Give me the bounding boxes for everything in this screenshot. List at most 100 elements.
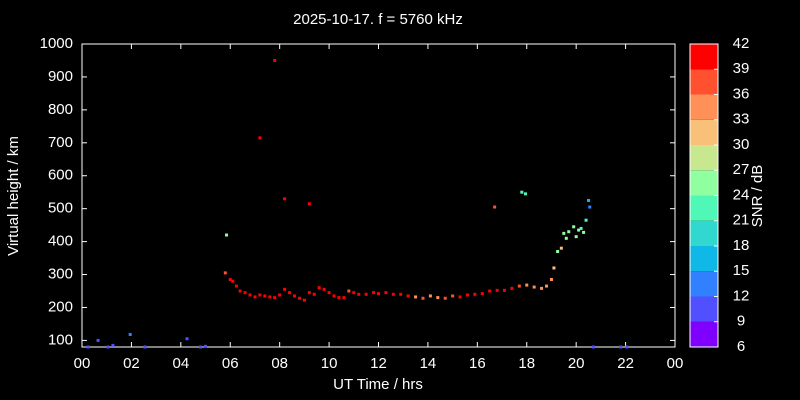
point: [347, 289, 351, 293]
y-tick-label: 900: [48, 68, 73, 85]
point: [587, 198, 591, 202]
point: [414, 295, 418, 299]
point: [372, 291, 376, 295]
point: [532, 285, 536, 289]
point: [399, 292, 403, 296]
y-tick-label: 800: [48, 101, 73, 118]
x-axis-label: UT Time / hrs: [333, 376, 423, 393]
point: [510, 286, 514, 290]
point: [451, 294, 455, 298]
point: [465, 293, 469, 297]
point: [278, 293, 282, 297]
point: [584, 218, 588, 222]
point: [552, 266, 556, 270]
x-tick-label: 00: [74, 355, 91, 372]
x-tick-label: 16: [469, 355, 486, 372]
point: [473, 292, 477, 296]
colorbar-tick-label: 39: [733, 60, 750, 77]
point: [625, 345, 629, 349]
colorbar-tick-label: 21: [733, 212, 750, 229]
colorbar-label: SNR / dB: [749, 165, 766, 228]
y-tick-label: 400: [48, 233, 73, 250]
x-tick-label: 10: [321, 355, 338, 372]
point: [443, 296, 447, 300]
point: [337, 296, 341, 300]
colorbar-swatch: [690, 220, 718, 246]
point: [619, 345, 623, 349]
point: [143, 345, 147, 349]
point: [480, 292, 484, 296]
point: [243, 291, 247, 295]
point: [564, 236, 568, 240]
point: [234, 284, 238, 288]
point: [185, 337, 189, 341]
y-tick-label: 500: [48, 200, 73, 217]
colorbar-swatch: [690, 170, 718, 196]
point: [493, 205, 497, 209]
x-tick-label: 02: [123, 355, 140, 372]
colorbar-tick-label: 30: [733, 136, 750, 153]
point: [238, 289, 242, 293]
point: [574, 235, 578, 239]
point: [517, 284, 521, 288]
x-tick-label: 00: [667, 355, 684, 372]
colorbar-swatch: [690, 94, 718, 120]
colorbar-swatch: [690, 119, 718, 145]
x-tick-label: 04: [172, 355, 189, 372]
x-tick-label: 20: [568, 355, 585, 372]
point: [545, 284, 549, 288]
chart-title: 2025-10-17. f = 5760 kHz: [293, 11, 463, 28]
point: [288, 291, 292, 295]
point: [106, 345, 110, 349]
point: [322, 287, 326, 291]
point: [540, 286, 544, 290]
y-tick-label: 1000: [40, 35, 73, 52]
point: [204, 344, 208, 348]
point: [567, 230, 571, 234]
point: [258, 136, 262, 140]
plot-frame: [81, 43, 676, 348]
point: [307, 202, 311, 206]
point: [223, 271, 227, 275]
point: [128, 332, 132, 336]
colorbar-swatch: [690, 145, 718, 171]
point: [225, 233, 229, 237]
point: [96, 338, 100, 342]
colorbar-tick-label: 6: [737, 338, 745, 355]
point: [525, 283, 529, 287]
point: [524, 192, 528, 196]
point: [591, 345, 595, 349]
point: [312, 292, 316, 296]
point: [253, 295, 257, 299]
colorbar-tick-label: 18: [733, 237, 750, 254]
point: [231, 279, 235, 283]
y-tick-label: 600: [48, 167, 73, 184]
point: [577, 228, 581, 232]
colorbar-tick-label: 9: [737, 313, 745, 330]
point: [273, 58, 277, 62]
colorbar-tick-label: 15: [733, 262, 750, 279]
point: [317, 286, 321, 290]
point: [588, 205, 592, 209]
y-axis-label: Virtual height / km: [5, 136, 22, 256]
colorbar-swatch: [690, 44, 718, 70]
x-tick-label: 18: [518, 355, 535, 372]
point: [111, 343, 115, 347]
point: [406, 294, 410, 298]
x-tick-label: 12: [370, 355, 387, 372]
point: [342, 296, 346, 300]
point: [520, 190, 524, 194]
point: [582, 230, 586, 234]
point: [307, 291, 311, 295]
colorbar-swatch: [690, 195, 718, 221]
point: [428, 294, 432, 298]
point: [86, 345, 90, 349]
colorbar-tick-label: 33: [733, 111, 750, 128]
point: [503, 288, 507, 292]
colorbar-swatch: [690, 271, 718, 297]
x-tick-label: 06: [222, 355, 239, 372]
point: [488, 289, 492, 293]
y-tick-label: 700: [48, 134, 73, 151]
point: [268, 295, 272, 299]
